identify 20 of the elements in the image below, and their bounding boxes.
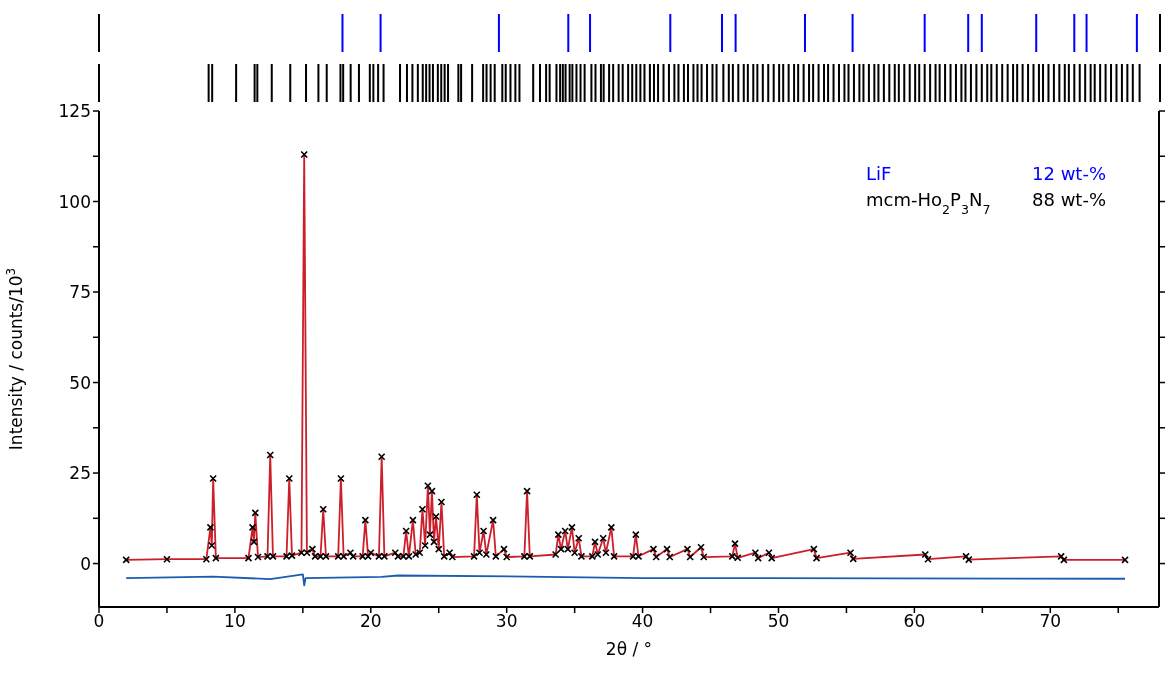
- y-tick-label: 0: [80, 553, 91, 574]
- x-tick-label: 70: [1039, 611, 1062, 632]
- x-tick-label: 40: [631, 611, 654, 632]
- y-tick-label: 125: [58, 101, 91, 122]
- x-axis-title: 2θ / °: [605, 639, 653, 659]
- x-tick-label: 50: [767, 611, 790, 632]
- x-tick-label: 20: [359, 611, 382, 632]
- x-tick-label: 10: [224, 611, 246, 632]
- y-tick-label: 75: [69, 282, 91, 303]
- annotation: LiF: [866, 163, 892, 184]
- x-tick-label: 0: [93, 611, 105, 632]
- x-tick-label: 30: [495, 611, 518, 632]
- y-tick-label: 25: [69, 463, 91, 484]
- annotation: mcm-Ho$_{2}$P$_{3}$N$_{7}$: [866, 189, 991, 217]
- annotation: 88 wt-%: [1032, 189, 1107, 210]
- y-tick-label: 100: [58, 191, 91, 212]
- y-tick-label: 50: [69, 372, 91, 393]
- x-tick-label: 60: [903, 611, 926, 632]
- line-series: [125, 573, 1126, 587]
- annotation: 12 wt-%: [1032, 163, 1107, 184]
